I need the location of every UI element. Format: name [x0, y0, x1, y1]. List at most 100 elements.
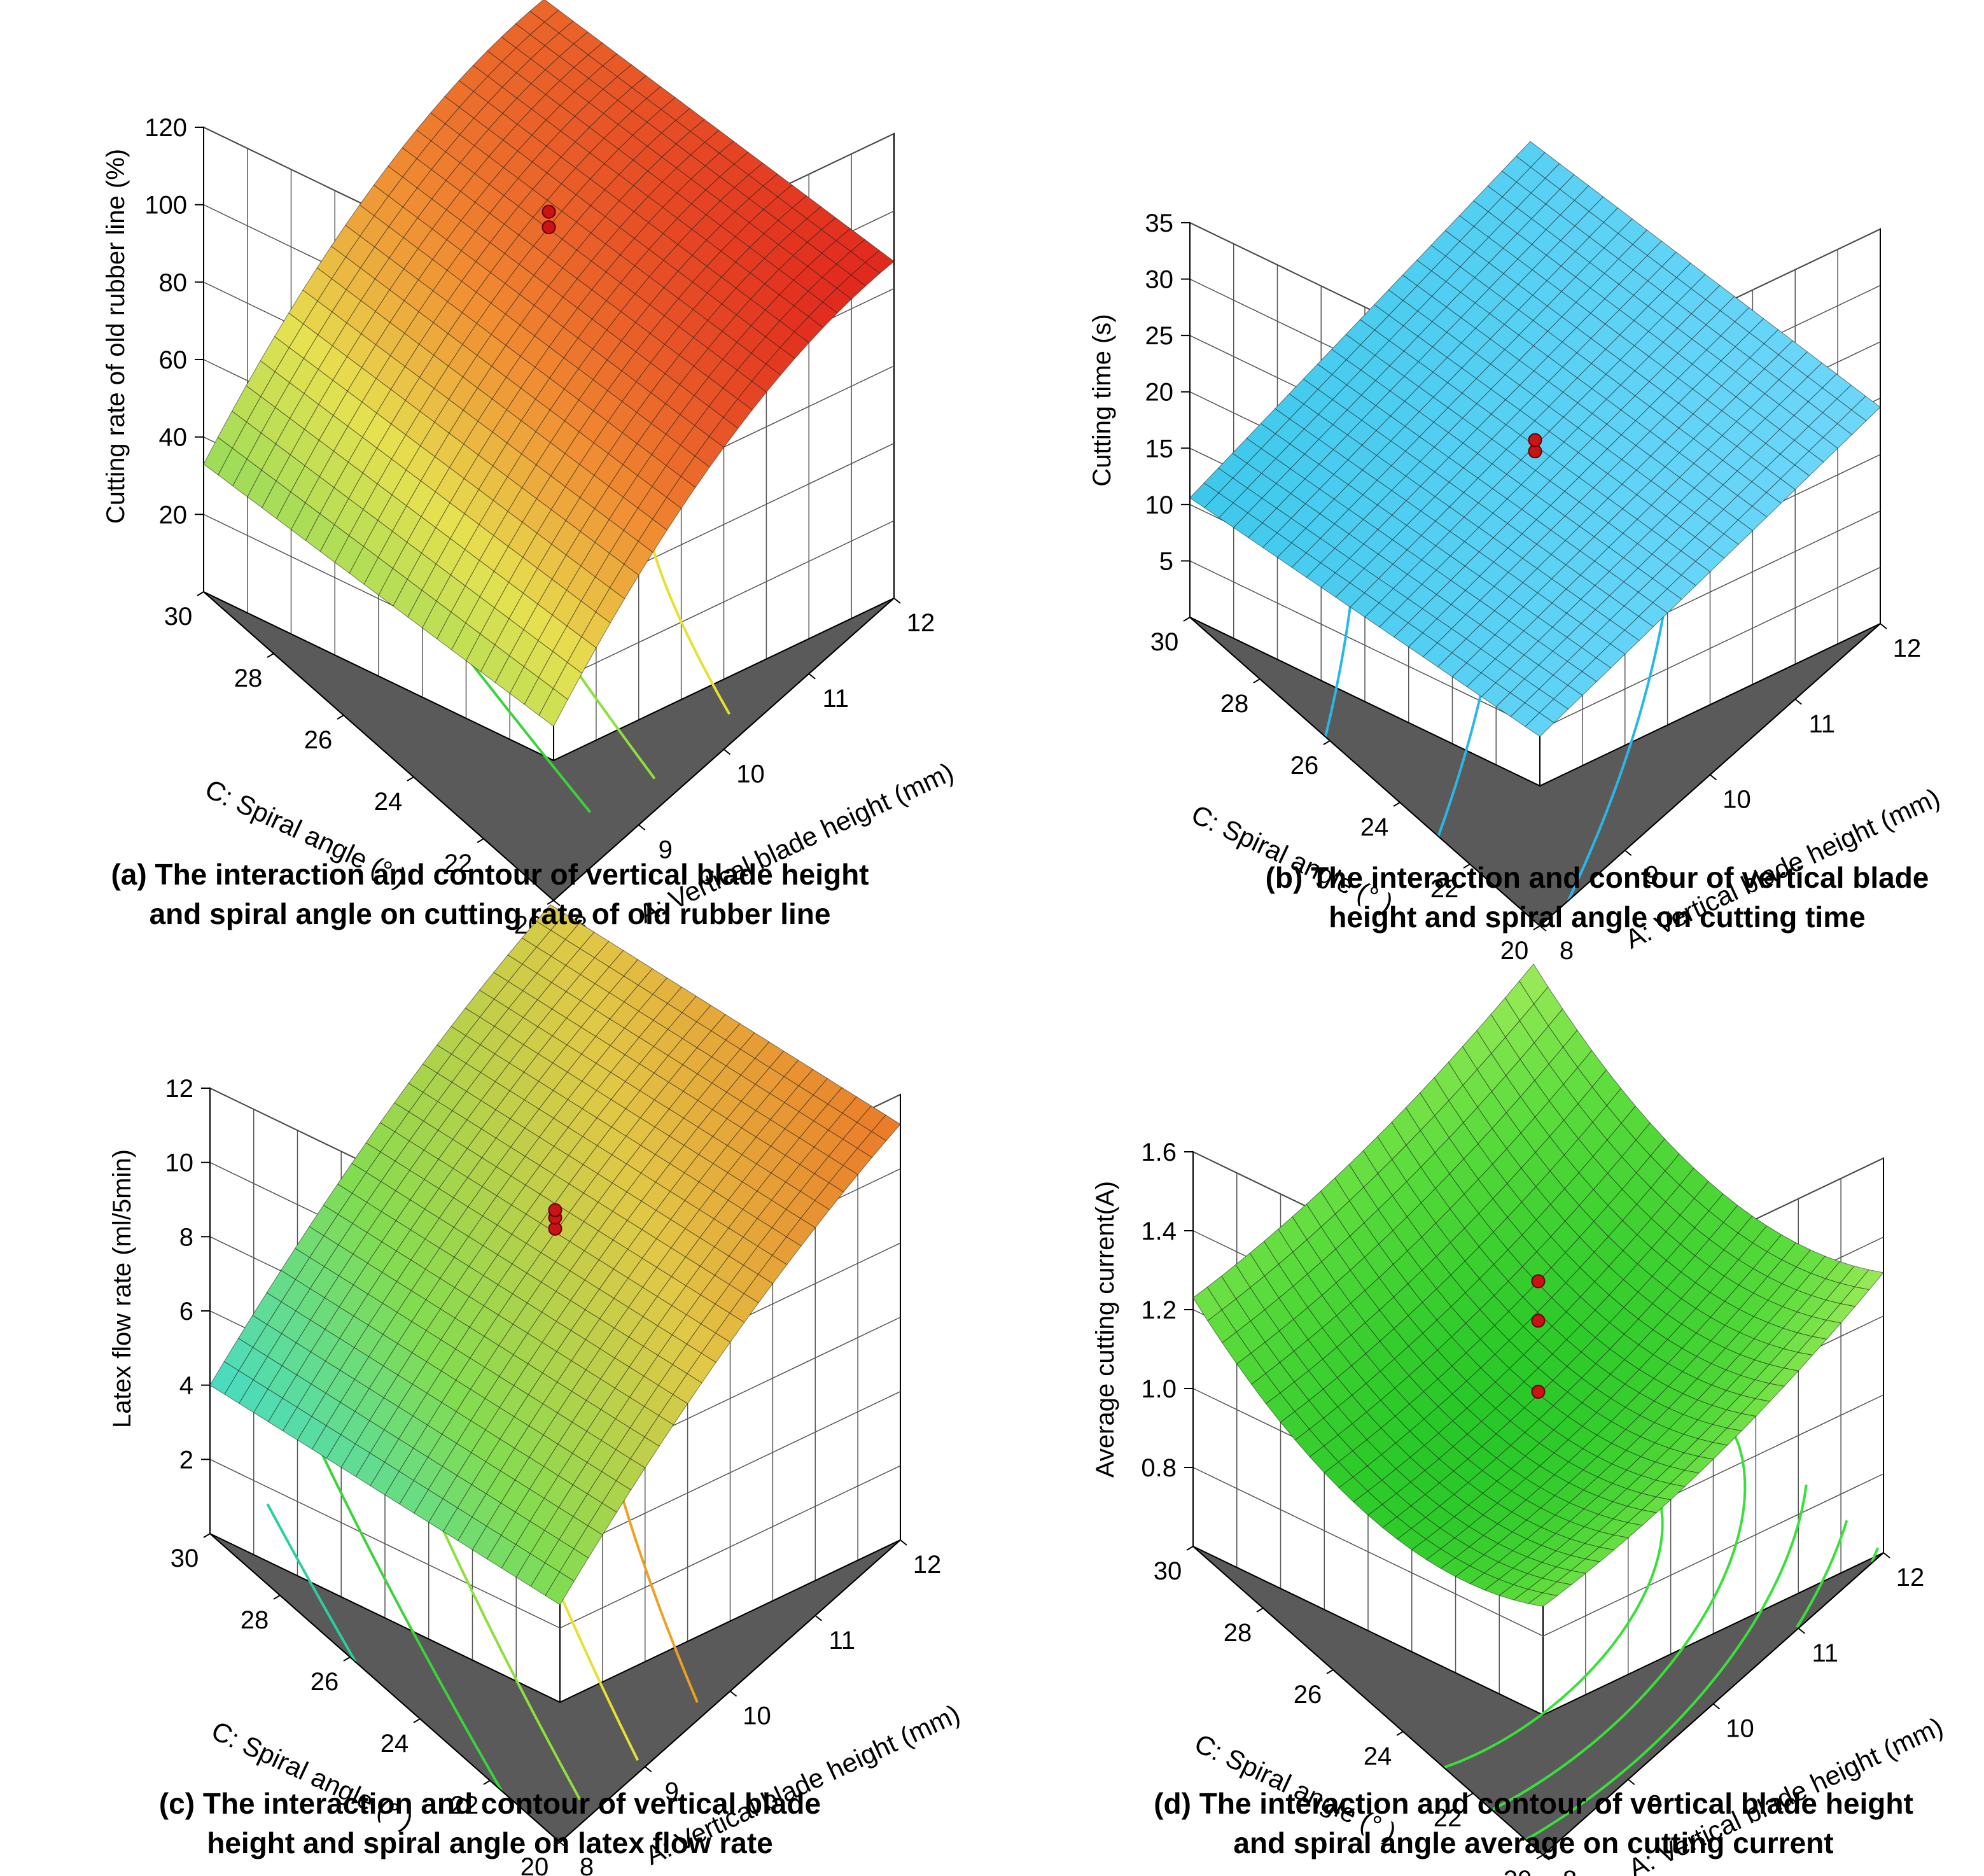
c-tick-label: 30 — [171, 1544, 199, 1572]
c-tick-label: 26 — [1294, 1681, 1322, 1709]
contour-line — [1443, 1477, 1664, 1769]
z-tick-label: 5 — [1159, 547, 1173, 575]
design-point — [541, 220, 556, 235]
c-tick — [1186, 1546, 1194, 1551]
design-points — [1531, 1274, 1546, 1399]
caption-a-line-1: (a) The interaction and contour of verti… — [111, 858, 869, 891]
wall-gridline — [1192, 1467, 1884, 1637]
z-tick-label: 1.0 — [1141, 1375, 1177, 1403]
a-tick — [723, 748, 731, 755]
c-tick-label: 28 — [234, 664, 263, 692]
c-tick — [1253, 678, 1261, 683]
c-tick-label: 22 — [1430, 875, 1459, 903]
caption-b-line-2: height and spiral angle on cutting time — [1329, 900, 1865, 934]
c-tick — [1393, 802, 1401, 807]
contour-line — [1491, 1429, 1747, 1811]
c-tick — [267, 653, 274, 658]
c-tick — [1183, 617, 1191, 622]
z-tick-label: 6 — [179, 1298, 193, 1326]
z-axis-title: Latex flow rate (ml/5min) — [108, 1149, 136, 1428]
c-tick — [413, 1718, 421, 1723]
c-tick — [197, 591, 204, 596]
design-point — [1531, 1313, 1546, 1328]
z-axis-title: Cutting rate of old rubber line (%) — [102, 149, 130, 524]
design-points — [1528, 433, 1542, 459]
caption-d-line-2: and spiral angle average on cutting curr… — [1233, 1826, 1833, 1859]
a-tick — [1883, 1552, 1890, 1558]
c-tick-label: 24 — [1364, 1742, 1392, 1770]
caption-c-line-2: height and spiral angle on latex flow ra… — [207, 1826, 773, 1859]
design-point — [1531, 1274, 1546, 1289]
z-tick-label: 60 — [159, 346, 188, 374]
z-tick-label: 35 — [1145, 209, 1174, 237]
z-tick-label: 15 — [1145, 435, 1174, 463]
a-tick-label: 11 — [1812, 1639, 1838, 1667]
caption-d-line-1: (d) The interaction and contour of verti… — [1154, 1787, 1913, 1820]
a-tick — [1709, 774, 1717, 781]
design-point — [548, 1203, 562, 1217]
z-tick-label: 20 — [1145, 379, 1174, 407]
c-tick-label: 20 — [520, 1853, 549, 1876]
chart-panel-a: 20 40 60 80 100 120 Cutting rate of old rubber… — [102, 0, 958, 939]
c-tick-label: 24 — [381, 1730, 409, 1758]
c-tick — [483, 1780, 491, 1785]
a-tick-label: 11 — [828, 1627, 855, 1655]
z-tick-label: 25 — [1145, 322, 1174, 350]
a-tick-label: 9 — [1648, 1790, 1662, 1818]
response-surface — [1192, 963, 1884, 1607]
caption-b-line-1: (b) The interaction and contour of verti… — [1266, 861, 1929, 894]
a-tick-label: 8 — [1560, 937, 1574, 965]
c-tick — [407, 776, 414, 781]
c-tick — [343, 1656, 351, 1662]
c-tick-label: 22 — [1434, 1804, 1462, 1832]
z-tick-label: 100 — [144, 192, 187, 220]
c-tick — [203, 1533, 211, 1538]
a-tick-label: 9 — [1645, 861, 1659, 889]
caption-c-line-1: (c) The interaction and contour of verti… — [159, 1787, 821, 1820]
z-tick-label: 10 — [1145, 491, 1174, 519]
z-axis: 2 4 6 8 10 12 Latex flow rate (ml/5min) — [108, 1075, 211, 1534]
a-tick — [1880, 623, 1887, 629]
c-tick-label: 24 — [1360, 813, 1389, 841]
surface-cell — [1527, 1592, 1558, 1607]
a-tick-label: 11 — [822, 685, 849, 713]
c-tick-label: 28 — [1224, 1619, 1252, 1647]
c-tick-label: 22 — [451, 1791, 479, 1819]
c-tick — [1396, 1731, 1404, 1736]
a-tick-label: 10 — [1722, 786, 1751, 814]
c-tick-label: 26 — [1290, 752, 1319, 780]
z-tick-label: 4 — [179, 1372, 193, 1400]
c-tick — [1326, 1669, 1334, 1674]
z-tick-label: 1.4 — [1141, 1217, 1177, 1245]
c-tick-label: 26 — [311, 1668, 339, 1696]
contour-line — [1870, 1547, 1880, 1563]
a-tick — [1539, 925, 1547, 932]
a-tick — [1794, 698, 1802, 705]
contour-line — [319, 1449, 503, 1792]
z-axis: 20 40 60 80 100 120 Cutting rate of old rubber… — [102, 114, 204, 592]
a-tick — [553, 900, 561, 906]
a-tick — [1798, 1627, 1805, 1634]
c-tick — [1256, 1607, 1264, 1613]
z-tick-label: 120 — [144, 114, 187, 142]
chart-panel-b: 5 10 15 20 25 30 35 Cutting time (s) 30 28 26 24 22 2… — [1088, 141, 1945, 965]
design-point — [1528, 433, 1542, 447]
c-tick — [1463, 864, 1471, 869]
a-tick-label: 11 — [1808, 710, 1835, 738]
design-points — [541, 204, 556, 235]
z-tick-label: 12 — [165, 1075, 194, 1103]
surface-cell — [1525, 712, 1555, 738]
c-tick — [553, 1842, 561, 1847]
c-tick-label: 28 — [241, 1606, 269, 1634]
a-tick-label: 12 — [1893, 634, 1922, 662]
a-tick — [808, 673, 816, 680]
c-tick — [1536, 1854, 1544, 1859]
a-tick-label: 9 — [659, 836, 673, 864]
contour-lines — [1443, 1429, 1880, 1841]
c-tick — [477, 838, 484, 843]
caption-a-line-2: and spiral angle on cutting rate of old … — [150, 897, 831, 930]
design-point — [541, 204, 556, 219]
z-tick-label: 1.6 — [1141, 1138, 1177, 1166]
c-tick-label: 30 — [164, 603, 193, 631]
